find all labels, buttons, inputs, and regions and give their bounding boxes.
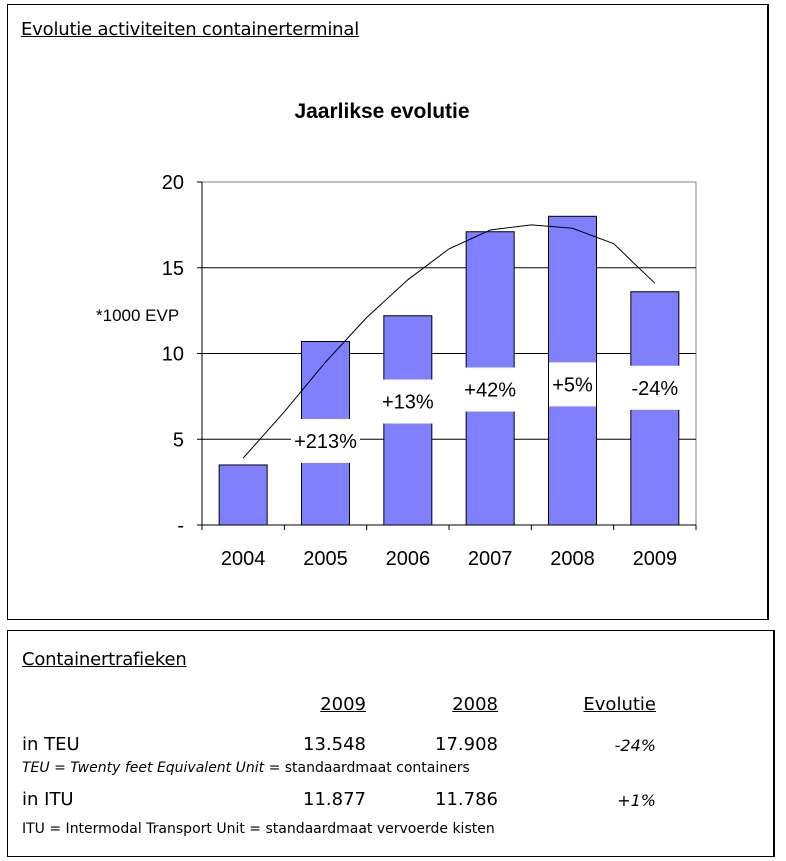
x-tick-label-2004: 2004 — [221, 548, 266, 570]
teu-note-meaning: standaardmaat containers — [284, 760, 470, 776]
chart-title: Jaarlikse evolutie — [294, 100, 469, 123]
chart-panel: Evolutie activiteiten containerterminal … — [7, 4, 769, 620]
y-tick-label-15: 15 — [162, 258, 184, 280]
x-tick-label-2005: 2005 — [303, 548, 348, 570]
data-label-2007: +42% — [464, 380, 516, 402]
itu-2009-value: 11.877 — [303, 789, 366, 810]
x-tick-label-2008: 2008 — [550, 548, 595, 570]
trend-line — [242, 224, 656, 459]
column-header-2008: 2008 — [452, 694, 498, 715]
data-label-box-2006 — [378, 379, 437, 424]
itu-evolution-value: +1% — [617, 791, 656, 810]
data-label-box-2009 — [625, 365, 684, 410]
y-tick-label-20: 20 — [162, 172, 184, 194]
y-tick-label-0: - — [177, 515, 184, 537]
data-label-box-2007 — [461, 367, 520, 412]
teu-note: TEU = Twenty feet Equivalent Unit = stan… — [22, 760, 470, 776]
data-label-box-2005 — [291, 418, 360, 463]
data-label-2009: -24% — [631, 378, 678, 400]
bar-2004 — [218, 464, 268, 526]
traffic-panel: Containertrafieken 2009 2008 Evolutie in… — [7, 630, 775, 857]
x-tick-label-2009: 2009 — [633, 548, 678, 570]
column-header-2009: 2009 — [320, 694, 366, 715]
panel-title: Evolutie activiteiten containerterminal — [21, 19, 360, 40]
data-label-2006: +13% — [382, 392, 434, 414]
row-label-itu: in ITU — [22, 789, 74, 810]
column-header-evolutie: Evolutie — [583, 694, 656, 715]
y-axis-label: *1000 EVP — [96, 306, 179, 325]
row-label-teu: in TEU — [22, 734, 80, 755]
teu-2009-value: 13.548 — [303, 734, 366, 755]
teu-evolution-value: -24% — [614, 736, 656, 755]
teu-note-definition: TEU = Twenty feet Equivalent Unit = — [22, 760, 285, 776]
x-tick-label-2006: 2006 — [386, 548, 431, 570]
itu-2008-value: 11.786 — [435, 789, 498, 810]
x-tick-label-2007: 2007 — [468, 548, 513, 570]
y-tick-label-5: 5 — [173, 429, 184, 451]
bar-chart: Jaarlikse evolutie - 5 10 15 20 *1000 EVP 2004 2… — [96, 100, 697, 570]
teu-2008-value: 17.908 — [435, 734, 498, 755]
data-label-2008: +5% — [552, 374, 593, 396]
data-label-box-2008 — [549, 362, 596, 407]
itu-note: ITU = Intermodal Transport Unit = standa… — [22, 821, 495, 837]
y-tick-label-10: 10 — [162, 344, 184, 366]
data-label-2005: +213% — [294, 431, 357, 453]
traffic-title: Containertrafieken — [22, 649, 187, 670]
